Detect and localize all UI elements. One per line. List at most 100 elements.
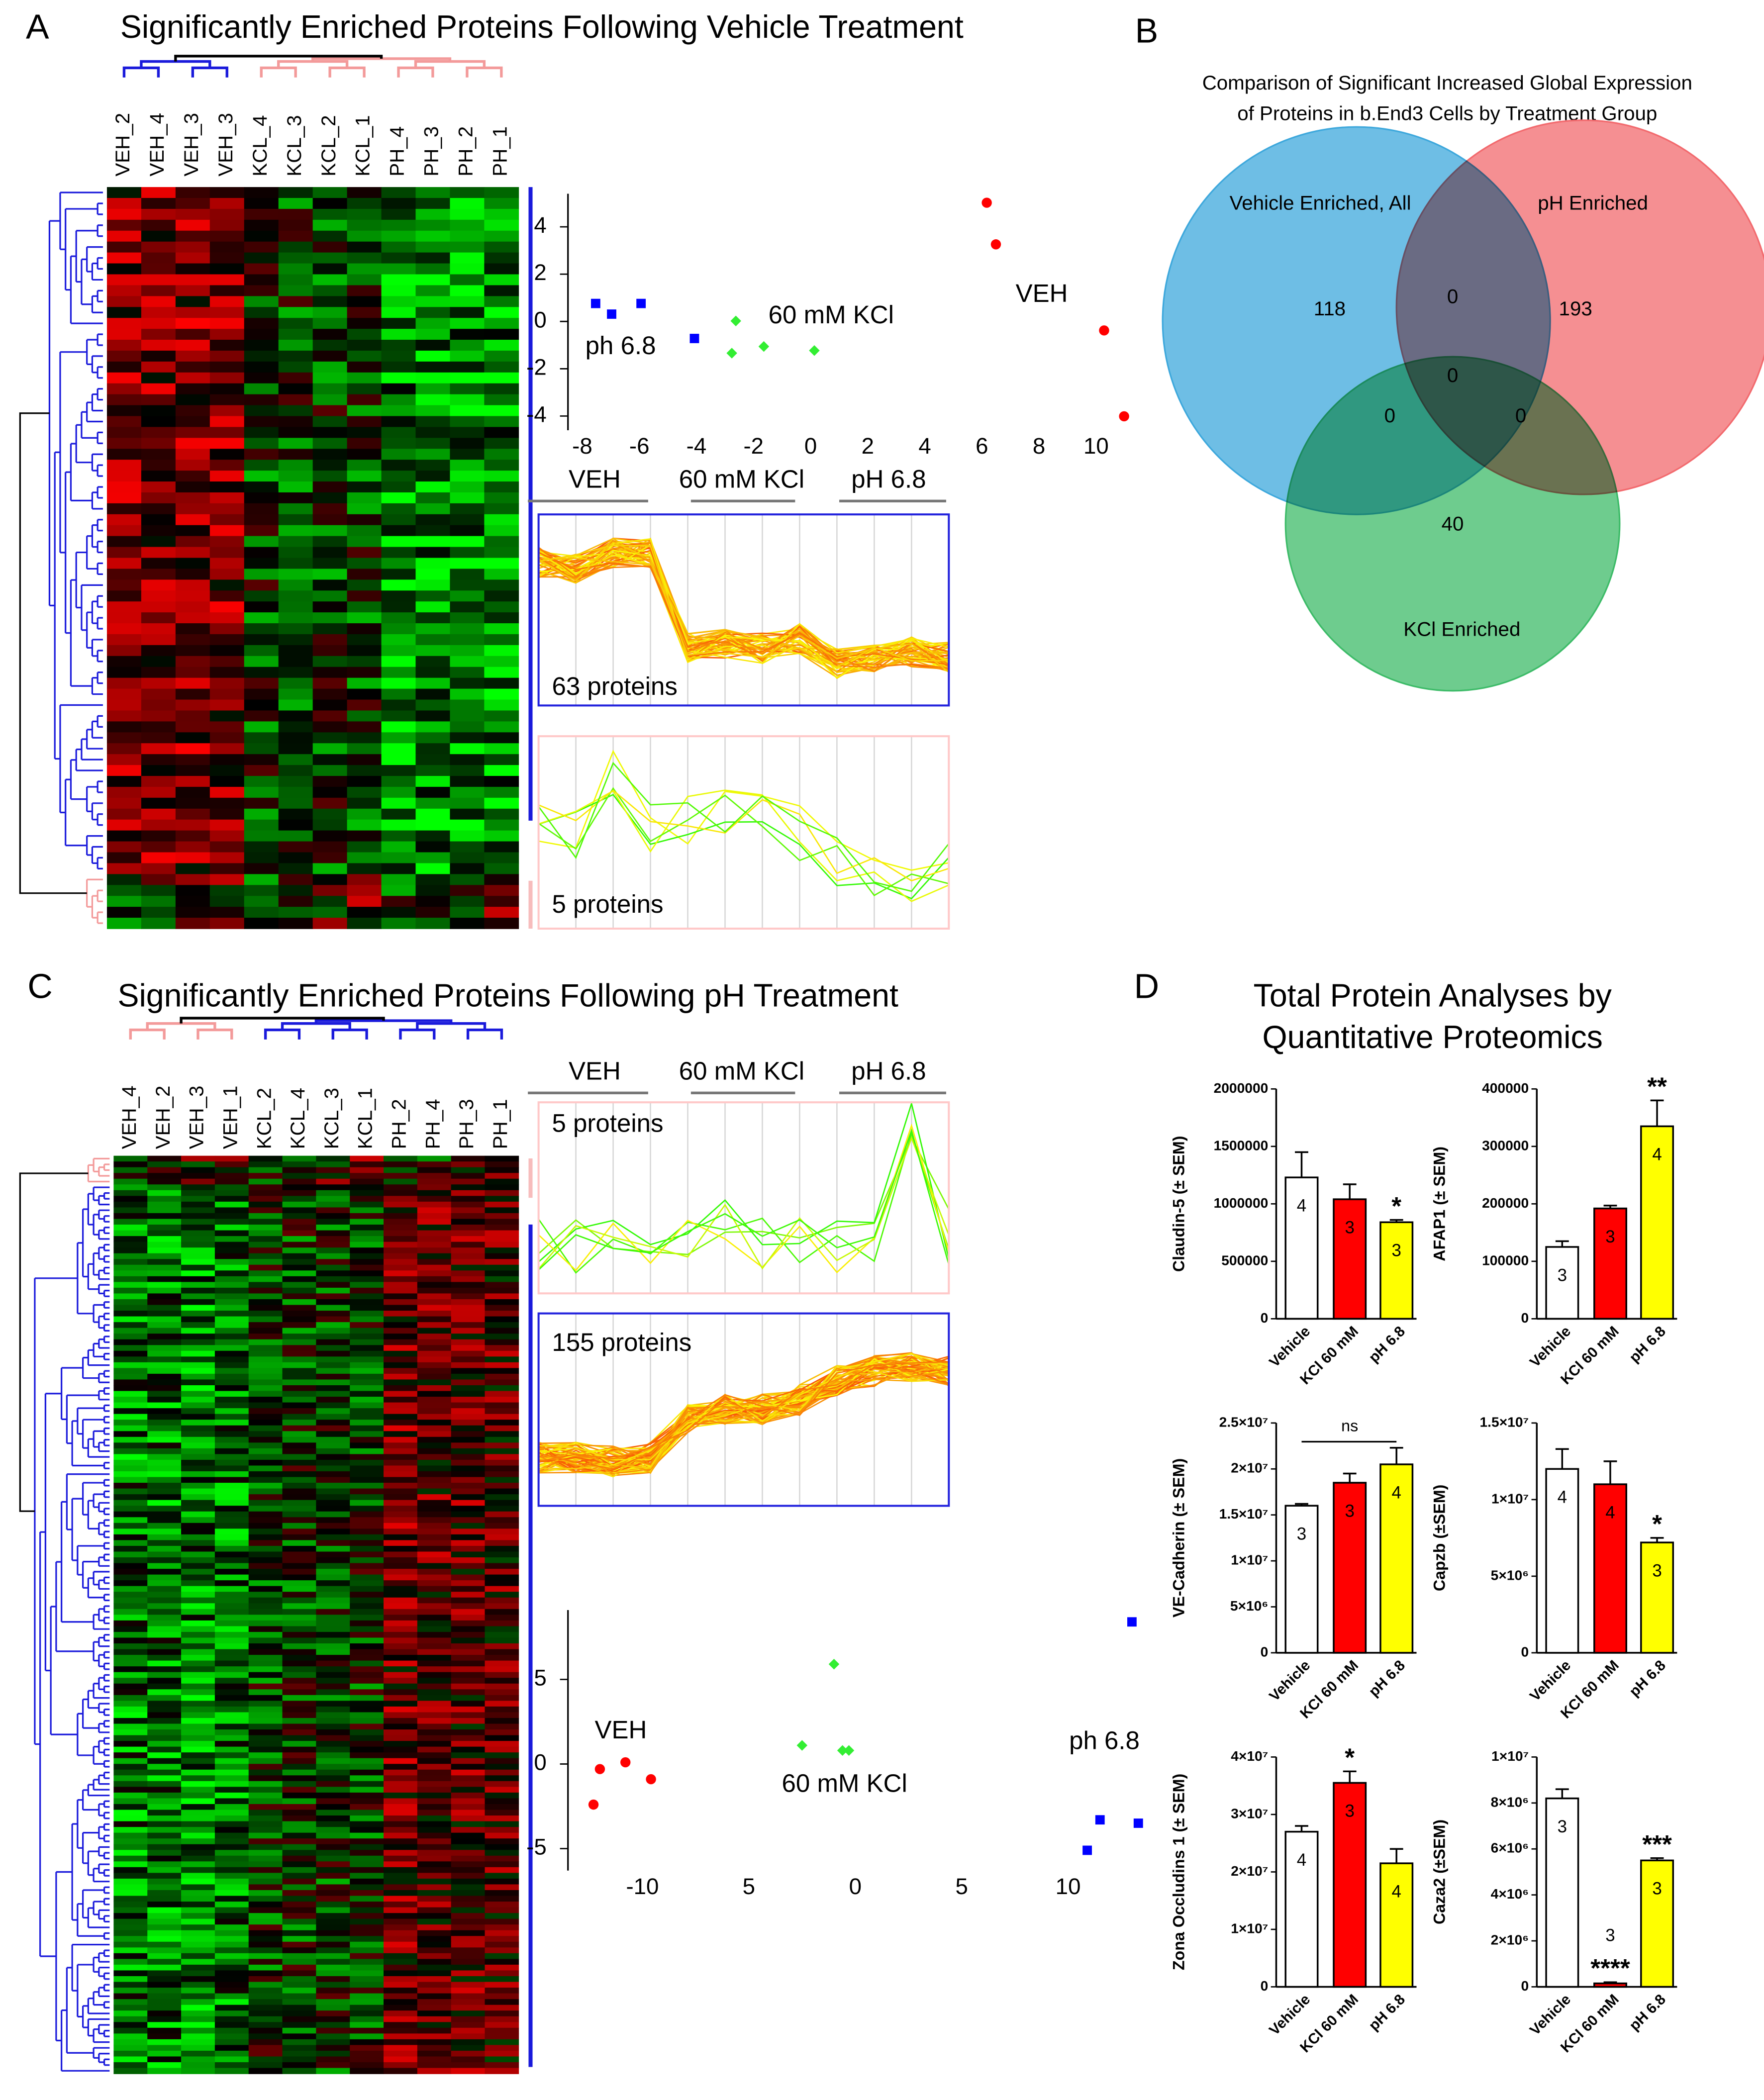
heatmap-cell bbox=[214, 1500, 249, 1507]
category-label: Vehicle bbox=[1266, 1991, 1313, 2038]
heatmap-cell bbox=[350, 1764, 384, 1770]
heatmap-cell bbox=[312, 656, 348, 668]
heatmap-cell bbox=[451, 1964, 486, 1971]
heatmap-cell bbox=[350, 1391, 384, 1397]
heatmap-cell bbox=[282, 1907, 317, 1913]
heatmap-cell bbox=[214, 1540, 249, 1546]
heatmap-cell bbox=[209, 536, 245, 548]
heatmap-cell bbox=[347, 187, 382, 198]
heatmap-cell bbox=[181, 1660, 215, 1667]
heatmap-cell bbox=[316, 1752, 351, 1759]
heatmap-cell bbox=[147, 1425, 182, 1432]
heatmap-cell bbox=[484, 677, 519, 689]
heatmap-cell bbox=[350, 1844, 384, 1851]
y-tick-label: 6×10⁶ bbox=[1491, 1840, 1529, 1856]
heatmap-cell bbox=[347, 579, 382, 591]
heatmap-cell bbox=[181, 1259, 215, 1265]
heatmap-cell bbox=[316, 1660, 351, 1667]
heatmap-cell bbox=[415, 318, 451, 329]
heatmap-cell bbox=[113, 1729, 148, 1736]
heatmap-cell bbox=[347, 863, 382, 875]
heatmap-cell bbox=[175, 688, 210, 700]
heatmap-cell bbox=[181, 1574, 215, 1581]
heatmap-cell bbox=[415, 710, 451, 722]
heatmap-cell bbox=[485, 1270, 519, 1277]
heatmap-cell bbox=[278, 187, 313, 198]
heatmap-cell bbox=[381, 274, 416, 286]
heatmap-cell bbox=[248, 1207, 283, 1214]
heatmap-cell bbox=[485, 1442, 519, 1449]
heatmap-cell bbox=[485, 1557, 519, 1564]
heatmap-cell bbox=[350, 1305, 384, 1311]
heatmap-cell bbox=[214, 1976, 249, 1983]
heatmap-cell bbox=[484, 612, 519, 624]
heatmap-cell bbox=[485, 1207, 519, 1214]
heatmap-cell bbox=[214, 1425, 249, 1432]
heatmap-cell bbox=[282, 2005, 317, 2011]
column-label: PH_4 bbox=[386, 126, 408, 177]
bar bbox=[1640, 1859, 1674, 1988]
heatmap-cell bbox=[384, 1316, 418, 1323]
heatmap-cell bbox=[141, 786, 176, 798]
heatmap-cell bbox=[417, 1735, 452, 1741]
heatmap-cell bbox=[214, 1316, 249, 1323]
heatmap-cell bbox=[175, 263, 210, 275]
heatmap-cell bbox=[214, 1964, 249, 1971]
heatmap-cell bbox=[181, 1832, 215, 1839]
heatmap-cell bbox=[248, 1201, 283, 1208]
heatmap-cell bbox=[113, 1873, 148, 1879]
heatmap-cell bbox=[312, 776, 348, 787]
heatmap-cell bbox=[417, 1225, 452, 1231]
heatmap-cell bbox=[181, 1741, 215, 1747]
panel-label: A bbox=[26, 7, 49, 46]
bar bbox=[1545, 1246, 1579, 1320]
heatmap-cell bbox=[248, 1907, 283, 1913]
heatmap-cell bbox=[278, 492, 313, 504]
heatmap-cell bbox=[175, 677, 210, 689]
heatmap-cell bbox=[384, 1631, 418, 1638]
heatmap-cell bbox=[113, 1328, 148, 1334]
heatmap-cell bbox=[485, 1362, 519, 1369]
y-tick-label: 200000 bbox=[1482, 1195, 1529, 1211]
heatmap-cell bbox=[106, 732, 142, 744]
heatmap-cell bbox=[417, 2050, 452, 2057]
heatmap-cell bbox=[417, 1459, 452, 1466]
profile-line bbox=[538, 762, 950, 892]
heatmap-cell bbox=[113, 2033, 148, 2040]
heatmap-cell bbox=[484, 361, 519, 373]
heatmap-cell bbox=[282, 1293, 317, 1300]
heatmap-cell bbox=[350, 1420, 384, 1426]
heatmap-cell bbox=[485, 1259, 519, 1265]
heatmap-cell bbox=[282, 1385, 317, 1392]
heatmap-cell bbox=[485, 1850, 519, 1856]
heatmap-cell bbox=[384, 1276, 418, 1283]
heatmap-cell bbox=[209, 786, 245, 798]
heatmap-cell bbox=[384, 1592, 418, 1598]
heatmap-cell bbox=[106, 187, 142, 198]
heatmap-cell bbox=[113, 1184, 148, 1191]
heatmap-cell bbox=[282, 1637, 317, 1644]
y-tick-label: 1000000 bbox=[1214, 1195, 1269, 1211]
heatmap-cell bbox=[181, 1241, 215, 1248]
heatmap-cell bbox=[278, 372, 313, 384]
heatmap-cell bbox=[209, 525, 245, 537]
heatmap-cell bbox=[147, 1643, 182, 1650]
heatmap-cell bbox=[113, 1500, 148, 1507]
heatmap-cell bbox=[181, 1477, 215, 1483]
y-tick-label: 1.5×10⁷ bbox=[1480, 1414, 1529, 1430]
heatmap-cell bbox=[451, 1787, 486, 1793]
heatmap-cell bbox=[485, 1247, 519, 1254]
heatmap-cell bbox=[113, 1397, 148, 1403]
heatmap-cell bbox=[347, 460, 382, 471]
heatmap-cell bbox=[312, 786, 348, 798]
heatmap-cell bbox=[244, 852, 279, 864]
heatmap-cell bbox=[450, 350, 485, 362]
heatmap-cell bbox=[244, 274, 279, 286]
heatmap-cell bbox=[214, 1219, 249, 1225]
heatmap-cell bbox=[312, 732, 348, 744]
heatmap-cell bbox=[214, 1999, 249, 2005]
heatmap-cell bbox=[451, 1712, 486, 1718]
heatmap-cell bbox=[350, 1270, 384, 1277]
heatmap-cell bbox=[248, 1832, 283, 1839]
heatmap-cell bbox=[485, 1184, 519, 1191]
